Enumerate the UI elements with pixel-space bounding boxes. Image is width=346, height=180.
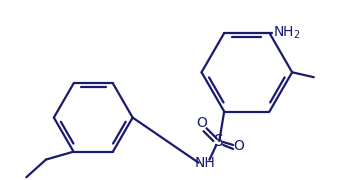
Text: O: O — [196, 116, 207, 130]
Text: NH$_2$: NH$_2$ — [273, 25, 301, 41]
Text: NH: NH — [194, 156, 215, 170]
Text: O: O — [234, 139, 244, 153]
Text: S: S — [215, 134, 224, 148]
